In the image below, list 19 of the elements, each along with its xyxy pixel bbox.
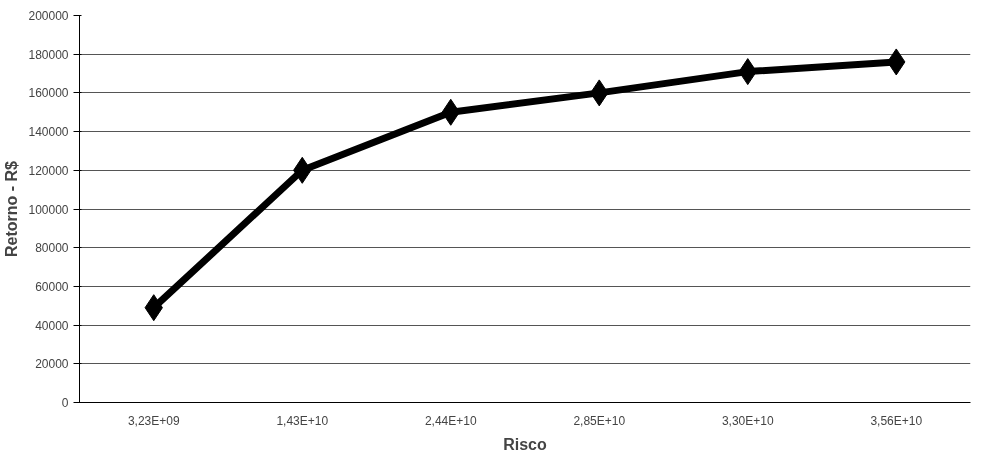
y-tick-label: 140000 — [28, 125, 69, 140]
y-tick-label: 160000 — [28, 86, 69, 101]
x-tick-label: 2,44E+10 — [424, 413, 477, 428]
x-tick-label: 1,43E+10 — [276, 413, 329, 428]
y-tick-label: 20000 — [35, 357, 69, 372]
x-tick-label: 2,85E+10 — [573, 413, 626, 428]
y-tick-label: 60000 — [35, 279, 69, 294]
y-tick-label: 200000 — [28, 9, 69, 23]
y-tick-label: 40000 — [35, 318, 69, 333]
y-tick-label: 0 — [61, 396, 69, 410]
x-tick-label: 3,56E+10 — [870, 413, 923, 428]
x-tick-label: 3,30E+10 — [721, 413, 774, 428]
x-axis-title: Risco — [503, 435, 548, 453]
y-axis-title: Retorno - R$ — [3, 160, 21, 257]
y-tick-label: 180000 — [28, 47, 69, 62]
y-tick-label: 120000 — [28, 163, 69, 178]
x-tick-label: 3,23E+09 — [127, 413, 180, 428]
y-tick-label: 80000 — [35, 241, 69, 256]
y-tick-label: 100000 — [28, 202, 69, 217]
